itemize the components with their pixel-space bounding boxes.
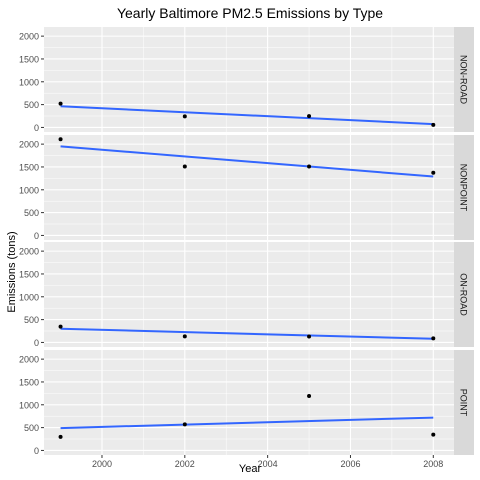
x-axis: 2000 2002 2004 2006 2008 <box>92 455 443 469</box>
data-point <box>58 434 63 439</box>
y-tick-label: 1000 <box>19 185 39 195</box>
facet-panel-on-road: 0 500 1000 1500 2000 ON-ROAD <box>19 242 474 348</box>
facet-strip-label: NON-ROAD <box>459 55 469 104</box>
y-tick-label: 1500 <box>19 54 39 64</box>
trend-line <box>60 145 434 178</box>
facet-panel-point: 0 500 1000 1500 2000 POINT <box>19 350 474 456</box>
data-point <box>307 393 312 398</box>
data-point <box>307 164 312 169</box>
data-point <box>58 324 63 329</box>
data-point <box>431 432 436 437</box>
panels: 0 500 1000 1500 2000 NON-ROAD 0 500 1000 1500 2000… <box>19 27 474 456</box>
y-tick-label: 500 <box>24 208 39 218</box>
y-tick-label: 500 <box>24 315 39 325</box>
facet-strip <box>454 27 474 132</box>
y-tick-label: 0 <box>34 446 39 456</box>
y-tick-label: 500 <box>24 423 39 433</box>
panel-background <box>44 350 454 455</box>
data-point <box>58 137 63 142</box>
facet-strip-label: NONPOINT <box>459 164 469 212</box>
y-tick-label: 0 <box>34 338 39 348</box>
y-tick-label: 500 <box>24 100 39 110</box>
data-point <box>307 334 312 339</box>
data-point <box>431 336 436 341</box>
chart-title: Yearly Baltimore PM2.5 Emissions by Type <box>117 5 383 21</box>
trend-line <box>60 327 434 340</box>
y-tick-label: 1500 <box>19 269 39 279</box>
x-tick-label: 2004 <box>258 459 278 469</box>
y-tick-label: 0 <box>34 231 39 241</box>
trend-line <box>60 105 434 126</box>
y-tick-label: 1500 <box>19 162 39 172</box>
facet-strip <box>454 242 474 347</box>
y-tick-label: 2000 <box>19 247 39 257</box>
y-tick-label: 1000 <box>19 400 39 410</box>
data-point <box>431 122 436 127</box>
data-point <box>307 114 312 119</box>
x-axis-label: Year <box>239 463 262 475</box>
data-point <box>58 101 63 106</box>
y-tick-label: 2000 <box>19 140 39 150</box>
data-point <box>182 334 187 339</box>
y-tick-label: 2000 <box>19 355 39 365</box>
facet-panel-non-road: 0 500 1000 1500 2000 NON-ROAD <box>19 27 474 133</box>
facet-strip <box>454 135 474 240</box>
facet-strip-label: POINT <box>459 389 469 417</box>
x-tick-label: 2008 <box>423 459 443 469</box>
x-tick-label: 2006 <box>340 459 360 469</box>
data-point <box>182 114 187 119</box>
facet-strip-label: ON-ROAD <box>459 273 469 316</box>
y-tick-label: 1000 <box>19 77 39 87</box>
y-tick-label: 2000 <box>19 32 39 42</box>
facet-strip <box>454 350 474 455</box>
facet-panel-nonpoint: 0 500 1000 1500 2000 NONPOINT <box>19 135 474 241</box>
data-point <box>182 164 187 169</box>
data-point <box>182 422 187 427</box>
x-tick-label: 2000 <box>92 459 112 469</box>
y-tick-label: 0 <box>34 123 39 133</box>
y-tick-label: 1500 <box>19 377 39 387</box>
y-axis-label: Emissions (tons) <box>6 231 18 312</box>
data-point <box>431 170 436 175</box>
panel-background <box>44 135 454 240</box>
x-tick-label: 2002 <box>175 459 195 469</box>
trend-line <box>60 416 434 430</box>
y-tick-label: 1000 <box>19 292 39 302</box>
